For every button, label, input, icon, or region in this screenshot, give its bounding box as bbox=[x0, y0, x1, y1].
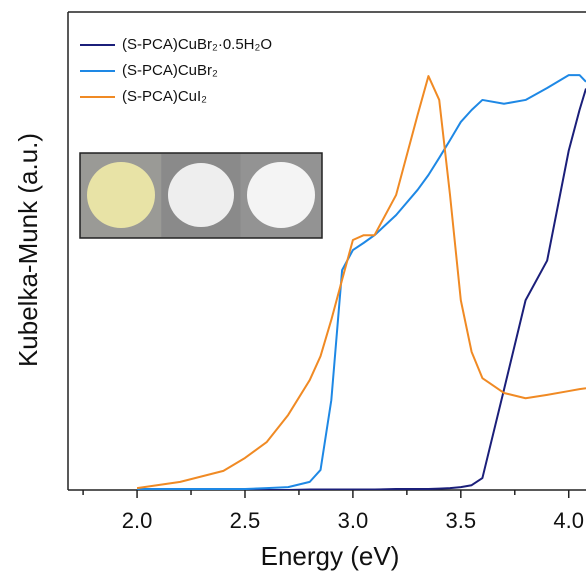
series-line bbox=[137, 74, 586, 490]
legend-label: (S-PCA)CuBr₂ bbox=[122, 62, 218, 79]
sample-white bbox=[247, 162, 315, 228]
x-tick-label: 2.0 bbox=[122, 508, 153, 533]
series-line bbox=[136, 75, 586, 490]
x-axis-label: Energy (eV) bbox=[261, 541, 400, 571]
legend-label: (S-PCA)CuI₂ bbox=[122, 88, 207, 105]
x-tick-label: 3.0 bbox=[338, 508, 369, 533]
sample-white bbox=[168, 163, 234, 227]
x-tick-label: 2.5 bbox=[230, 508, 261, 533]
series-line bbox=[137, 88, 586, 490]
legend-label: (S-PCA)CuBr₂·0.5H₂O bbox=[122, 36, 272, 53]
x-tick-label: 3.5 bbox=[446, 508, 477, 533]
plot-frame bbox=[67, 11, 586, 491]
y-axis-label: Kubelka-Munk (a.u.) bbox=[13, 133, 43, 367]
x-tick-label: 4.0 bbox=[553, 508, 584, 533]
inset-photo bbox=[79, 152, 323, 239]
sample-yellow bbox=[87, 162, 155, 228]
